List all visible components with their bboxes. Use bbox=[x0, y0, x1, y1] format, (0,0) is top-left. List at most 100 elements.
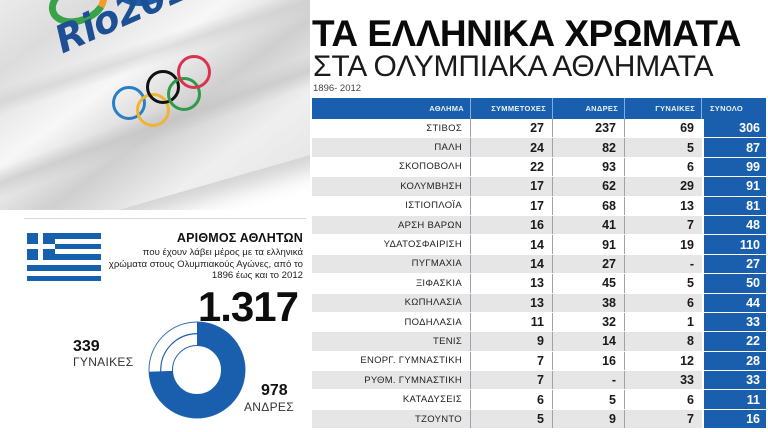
cell-women: 1 bbox=[687, 315, 694, 330]
men-label: ΑΝΔΡΕΣ bbox=[244, 400, 294, 414]
table-row: ΑΡΣΗ ΒΑΡΩΝ 16 41 7 48 bbox=[312, 215, 766, 236]
cell-total: 33 bbox=[702, 312, 766, 332]
cell-women: 6 bbox=[687, 295, 694, 310]
cell-men: 32 bbox=[553, 312, 625, 332]
ring-red bbox=[177, 55, 211, 89]
cell-participations: 13 bbox=[471, 274, 553, 293]
cell-total: 99 bbox=[702, 157, 766, 177]
cell-women: 6 bbox=[687, 392, 694, 407]
donut-segment-men bbox=[148, 321, 246, 419]
cell-participations: 13 bbox=[471, 293, 553, 312]
table-row: ΣΤΙΒΟΣ 27 237 69 306 bbox=[312, 119, 766, 139]
donut-hole bbox=[172, 345, 222, 395]
cell-sport: ΠΟΔΗΛΑΣΙΑ bbox=[312, 312, 471, 332]
cell-women: 6 bbox=[687, 159, 694, 174]
cell-participations: 14 bbox=[471, 254, 553, 274]
men-count: 978 bbox=[261, 382, 288, 399]
cell-sport: ΚΩΠΗΛΑΣΙΑ bbox=[312, 293, 471, 312]
cell-sport: ΑΡΣΗ ΒΑΡΩΝ bbox=[312, 215, 471, 235]
cell-participations: 24 bbox=[471, 138, 553, 157]
table-row: ΠΟΔΗΛΑΣΙΑ 11 32 1 33 bbox=[312, 312, 766, 333]
sports-table: ΑΘΛΗΜΑ ΣΥΜΜΕΤΟΧΕΣ ΑΝΔΡΕΣ ΓΥΝΑΙΚΕΣ ΣΥΝΟΛΟ… bbox=[312, 98, 766, 430]
table-row: ΚΩΠΗΛΑΣΙΑ 13 38 6 44 bbox=[312, 293, 766, 313]
cell-total: 306 bbox=[702, 119, 766, 138]
cell-sport: ΤΕΝΙΣ bbox=[312, 332, 471, 351]
cell-men: 93 bbox=[553, 157, 625, 177]
table-row: ΡΥΘΜ. ΓΥΜΝΑΣΤΙΚΗ 7 - 33 33 bbox=[312, 371, 766, 391]
cell-women: 5 bbox=[687, 140, 694, 155]
table-row: ΚΑΤΑΔΥΣΕΙΣ 6 5 6 11 bbox=[312, 390, 766, 410]
cell-women: 19 bbox=[680, 237, 694, 252]
cell-men: 41 bbox=[553, 215, 625, 235]
cell-men: 237 bbox=[553, 119, 625, 138]
cell-men: 91 bbox=[553, 235, 625, 254]
table-row: ΠΑΛΗ 24 82 5 87 bbox=[312, 138, 766, 158]
cell-women: 8 bbox=[687, 334, 694, 349]
cell-sport: ΣΤΙΒΟΣ bbox=[312, 119, 471, 138]
cell-total: 11 bbox=[702, 390, 766, 409]
cell-total: 48 bbox=[702, 215, 766, 235]
cell-sport: ΕΝΟΡΓ. ΓΥΜΝΑΣΤΙΚΗ bbox=[312, 351, 471, 371]
cell-women: - bbox=[689, 256, 694, 271]
column-header-total: ΣΥΝΟΛΟ bbox=[710, 104, 743, 113]
cell-total: 91 bbox=[702, 177, 766, 196]
column-header-men: ΑΝΔΡΕΣ bbox=[553, 98, 625, 119]
cell-women: 7 bbox=[687, 412, 694, 427]
table-row: ΥΔΑΤΟΣΦΑΙΡΙΣΗ 14 91 19 110 bbox=[312, 235, 766, 255]
cell-men: 14 bbox=[553, 332, 625, 351]
cell-men: 16 bbox=[553, 351, 625, 371]
athletes-count-title: ΑΡΙΘΜΟΣ ΑΘΛΗΤΩΝ bbox=[176, 231, 303, 245]
cell-women: 13 bbox=[680, 198, 694, 213]
cell-sport: ΞΙΦΑΣΚΙΑ bbox=[312, 274, 471, 293]
page-title: ΤΑ ΕΛΛΗΝΙΚΑ ΧΡΩΜΑΤΑ bbox=[312, 13, 741, 54]
cell-men: 38 bbox=[553, 293, 625, 312]
cell-total: 27 bbox=[702, 254, 766, 274]
cell-women: 5 bbox=[687, 276, 694, 291]
page-subtitle: ΣΤΑ ΟΛΥΜΠΙΑΚΑ ΑΘΛΗΜΑΤΑ bbox=[313, 50, 714, 83]
cell-total: 110 bbox=[702, 235, 766, 254]
table-row: ΕΝΟΡΓ. ΓΥΜΝΑΣΤΙΚΗ 7 16 12 28 bbox=[312, 351, 766, 372]
cell-total: 16 bbox=[702, 409, 766, 429]
cell-participations: 5 bbox=[471, 409, 553, 429]
cell-sport: ΥΔΑΤΟΣΦΑΙΡΙΣΗ bbox=[312, 235, 471, 254]
total-athletes-value: 1.317 bbox=[197, 283, 299, 330]
cell-men: - bbox=[553, 371, 625, 390]
table-row: ΤΖΟΥΝΤΟ 5 9 7 16 bbox=[312, 409, 766, 430]
cell-participations: 11 bbox=[471, 312, 553, 332]
cell-participations: 6 bbox=[471, 390, 553, 409]
athletes-count-description: που έχουν λάβει μέρος με τα ελληνικά χρώ… bbox=[108, 247, 303, 282]
table-row: ΞΙΦΑΣΚΙΑ 13 45 5 50 bbox=[312, 274, 766, 294]
column-header-sport: ΑΘΛΗΜΑ bbox=[312, 98, 471, 119]
table-row: ΙΣΤΙΟΠΛΟΪΑ 17 68 13 81 bbox=[312, 196, 766, 216]
table-header: ΑΘΛΗΜΑ ΣΥΜΜΕΤΟΧΕΣ ΑΝΔΡΕΣ ΓΥΝΑΙΚΕΣ ΣΥΝΟΛΟ bbox=[312, 98, 766, 119]
cell-men: 68 bbox=[553, 196, 625, 215]
cell-sport: ΠΑΛΗ bbox=[312, 138, 471, 157]
table-row: ΤΕΝΙΣ 9 14 8 22 bbox=[312, 332, 766, 352]
section-divider bbox=[24, 218, 306, 219]
cell-men: 5 bbox=[553, 390, 625, 409]
cell-total: 33 bbox=[702, 371, 766, 390]
donut-outer-edge bbox=[148, 321, 246, 419]
cell-total: 28 bbox=[702, 351, 766, 371]
cell-participations: 14 bbox=[471, 235, 553, 254]
cell-women: 69 bbox=[680, 121, 694, 136]
cell-participations: 17 bbox=[471, 177, 553, 196]
cell-participations: 7 bbox=[471, 351, 553, 371]
cell-women: 12 bbox=[680, 353, 694, 368]
cell-total: 50 bbox=[702, 274, 766, 293]
cell-women: 7 bbox=[687, 218, 694, 233]
cell-participations: 7 bbox=[471, 371, 553, 390]
cell-men: 82 bbox=[553, 138, 625, 157]
cell-sport: ΣΚΟΠΟΒΟΛΗ bbox=[312, 157, 471, 177]
cell-men: 45 bbox=[553, 274, 625, 293]
cell-total: 87 bbox=[702, 138, 766, 157]
column-header-participations: ΣΥΜΜΕΤΟΧΕΣ bbox=[471, 98, 553, 119]
cell-sport: ΡΥΘΜ. ΓΥΜΝΑΣΤΙΚΗ bbox=[312, 371, 471, 390]
cell-sport: ΤΖΟΥΝΤΟ bbox=[312, 409, 471, 429]
cell-participations: 9 bbox=[471, 332, 553, 351]
cell-participations: 16 bbox=[471, 215, 553, 235]
greek-flag-icon bbox=[27, 233, 101, 281]
cell-participations: 22 bbox=[471, 157, 553, 177]
column-header-women: ΓΥΝΑΙΚΕΣ bbox=[625, 98, 702, 119]
gender-donut-chart bbox=[148, 321, 246, 419]
